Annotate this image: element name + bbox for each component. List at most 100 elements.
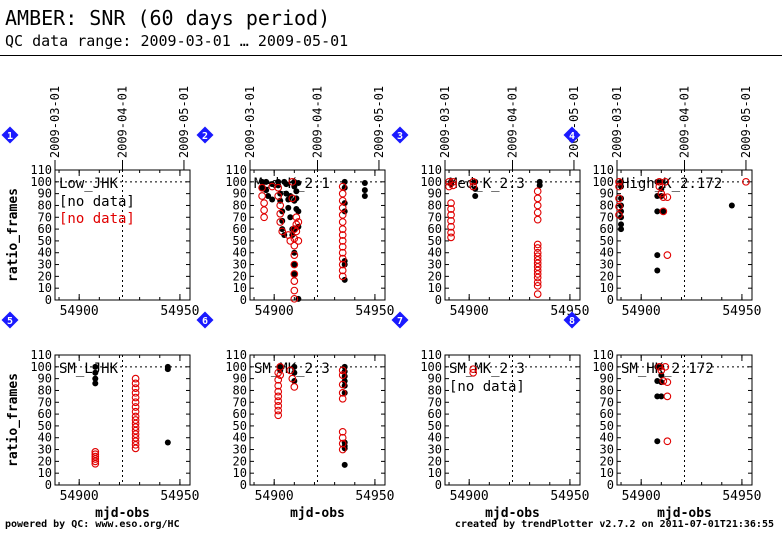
panel-1-y-tick-label: 30 bbox=[38, 258, 52, 272]
panel-2-filled-point bbox=[341, 208, 348, 215]
panel-5-open-point bbox=[131, 379, 140, 388]
panel-7-y-tick-label: 90 bbox=[428, 372, 442, 386]
panel-6-filled-point bbox=[291, 369, 298, 376]
panel-1-y-tick-label: 100 bbox=[30, 175, 52, 189]
panel-3-open-point bbox=[469, 177, 478, 186]
panel-3-open-point bbox=[533, 240, 542, 249]
panel-2-filled-point bbox=[283, 181, 290, 188]
panel-3-open-point bbox=[447, 211, 455, 219]
panel-4-date-label: 2009-03-01 bbox=[610, 86, 624, 158]
panel-6-badge-icon bbox=[196, 311, 214, 329]
panel-4-open-point bbox=[742, 177, 750, 186]
panel-2-open-point bbox=[286, 237, 295, 245]
panel-7-y-tick-label: 80 bbox=[428, 383, 442, 397]
panel-3-y-tick-label: 70 bbox=[428, 210, 442, 224]
panel-2-date-label: 2009-03-01 bbox=[243, 86, 257, 158]
panel-2-open-point bbox=[338, 218, 347, 226]
panel-3-x-tick-label: 54950 bbox=[550, 304, 589, 319]
panel-6-y-tick-label: 20 bbox=[233, 454, 247, 468]
panel-5-filled-point bbox=[164, 439, 171, 446]
panel-2-label: Med_K_2.1 bbox=[254, 176, 330, 192]
panel-6-open-point bbox=[274, 387, 283, 396]
panel-6-open-point bbox=[274, 392, 283, 401]
panel-2-filled-point bbox=[361, 193, 368, 199]
panel-2-y-tick-label: 40 bbox=[233, 246, 247, 260]
panel-7-x-axis-label: mjd-obs bbox=[485, 506, 540, 521]
panel-4-badge-icon bbox=[563, 126, 581, 144]
panel-6-open-point bbox=[338, 445, 347, 454]
panel-2-y-tick-label: 90 bbox=[233, 187, 247, 201]
panel-6-filled-point bbox=[341, 363, 348, 370]
panel-2-open-point bbox=[294, 237, 303, 245]
panel-5-y-tick-label: 0 bbox=[45, 478, 52, 492]
panel-7-x-tick-label: 54950 bbox=[550, 489, 589, 504]
panel-6-filled-point bbox=[341, 461, 348, 468]
panel-6-open-point bbox=[274, 411, 283, 420]
panel-2-filled-point bbox=[361, 180, 368, 186]
panel-3-open-point bbox=[447, 199, 455, 207]
panel-7-y-tick-label: 100 bbox=[420, 360, 442, 374]
panel-6-open-point bbox=[338, 371, 347, 379]
panel-3-open-point bbox=[469, 182, 478, 191]
panel-3-open-point bbox=[449, 177, 457, 186]
panel-4-open-point bbox=[615, 194, 623, 203]
panel-2-open-point bbox=[288, 194, 297, 203]
panel-2-x-tick-label: 54900 bbox=[255, 304, 294, 319]
panel-8-y-tick-label: 80 bbox=[600, 383, 614, 397]
panel-4-date-label: 2009-04-01 bbox=[678, 86, 692, 158]
panel-1-y-tick-label: 10 bbox=[38, 281, 52, 295]
panel-4-filled-point bbox=[660, 208, 667, 215]
panel-8-badge-icon bbox=[563, 311, 581, 329]
panel-2-filled-point bbox=[291, 261, 298, 268]
panel-2-y-tick-label: 0 bbox=[240, 293, 247, 307]
panel-5-y-tick-label: 100 bbox=[30, 360, 52, 374]
panel-5-open-point bbox=[131, 393, 140, 402]
panel-2-open-point bbox=[338, 266, 347, 275]
panel-2-open-point bbox=[338, 189, 347, 198]
panel-2-open-point bbox=[274, 183, 283, 192]
panel-4-open-point bbox=[615, 202, 623, 211]
panel-4-y-tick-label: 100 bbox=[592, 175, 614, 189]
panel-8-open-point bbox=[663, 392, 672, 401]
panel-2-date-label: 2009-05-01 bbox=[372, 86, 386, 158]
panel-1-date-label: 2009-03-01 bbox=[48, 86, 62, 158]
panel-4-open-point bbox=[663, 193, 672, 202]
panel-2-y-tick-label: 110 bbox=[225, 163, 247, 177]
panel-5-open-point bbox=[91, 455, 100, 463]
panel-6-open-point bbox=[338, 427, 347, 436]
panel-2-open-point bbox=[338, 237, 347, 245]
panel-3-open-point bbox=[533, 215, 542, 224]
panel-4-y-tick-label: 60 bbox=[600, 222, 614, 236]
panel-8-open-point bbox=[663, 437, 672, 446]
footer-credit: powered by QC: www.eso.org/HC bbox=[5, 519, 180, 530]
panel-1-x-tick-label: 54950 bbox=[160, 304, 199, 319]
panel-2-open-point bbox=[294, 218, 303, 226]
panel-6-filled-point bbox=[341, 378, 348, 384]
panel-2-open-point bbox=[338, 248, 347, 257]
panel-6-y-tick-label: 50 bbox=[233, 419, 247, 433]
panel-2-open-point bbox=[338, 254, 347, 263]
panel-4-open-point bbox=[615, 211, 623, 219]
panel-1-y-tick-label: 90 bbox=[38, 187, 52, 201]
panel-8-filled-point bbox=[654, 438, 661, 445]
panel-2-y-tick-label: 50 bbox=[233, 234, 247, 248]
panel-8-y-tick-label: 90 bbox=[600, 372, 614, 386]
panel-1-badge-number: 1 bbox=[7, 131, 13, 142]
panel-4-y-tick-label: 0 bbox=[607, 293, 614, 307]
panel-8-x-tick-label: 54950 bbox=[722, 489, 761, 504]
panel-5-label: SM_LJHK bbox=[59, 361, 119, 377]
panel-3-open-point bbox=[533, 187, 542, 196]
panel-5-open-point bbox=[91, 457, 100, 466]
panel-6-open-point bbox=[274, 375, 283, 384]
panel-1-y-tick-label: 110 bbox=[30, 163, 52, 177]
panel-4-y-tick-label: 20 bbox=[600, 269, 614, 283]
panel-2-open-point bbox=[260, 199, 268, 207]
panel-6-open-point bbox=[338, 433, 347, 442]
panel-7-y-tick-label: 20 bbox=[428, 454, 442, 468]
panel-3-open-point bbox=[533, 244, 542, 252]
panel-3-open-point bbox=[447, 222, 455, 231]
panel-3-date-label: 2009-05-01 bbox=[567, 86, 581, 158]
panel-6-open-point bbox=[274, 381, 283, 390]
panel-5-x-tick-label: 54900 bbox=[60, 489, 99, 504]
panel-3-open-point bbox=[447, 216, 455, 225]
